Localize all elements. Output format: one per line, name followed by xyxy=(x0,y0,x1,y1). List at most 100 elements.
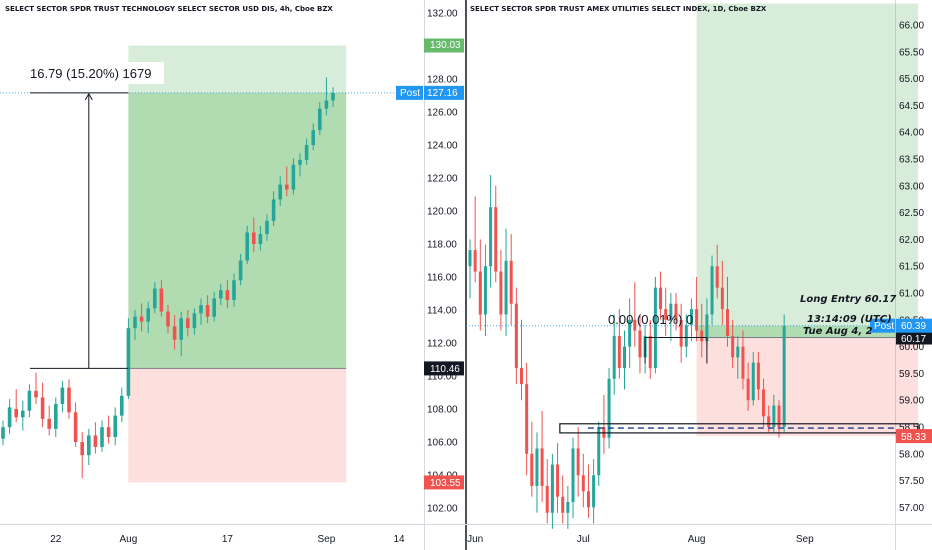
chart2-candle-body xyxy=(499,271,503,315)
chart1-candle-body xyxy=(87,435,91,456)
chart1-y-tick: 108.00 xyxy=(427,405,458,416)
chart2-y-tick: 57.50 xyxy=(899,476,924,487)
chart1-candle-body xyxy=(291,164,296,190)
chart1-target-badge-label: 130.03 xyxy=(430,40,461,51)
chart1-candle-body xyxy=(278,184,282,200)
chart2-candle-body xyxy=(525,384,529,454)
chart1-candle-body xyxy=(304,145,309,160)
chart1-candle-body xyxy=(186,318,190,329)
chart2-candle-body xyxy=(715,266,719,288)
chart1-x-tick: 22 xyxy=(50,534,62,545)
chart1-candle-body xyxy=(80,442,84,456)
chart2-candle-body xyxy=(756,362,760,390)
chart1-candle-body xyxy=(311,130,315,145)
chart2-candle-body xyxy=(581,475,585,492)
chart2-candle-body xyxy=(612,335,616,379)
chart2-y-tick: 64.50 xyxy=(899,101,924,112)
chart2-candle-body xyxy=(592,475,596,508)
chart1-candle-body xyxy=(212,298,216,317)
chart2-profit-fill xyxy=(696,325,919,338)
chart2-candle-body xyxy=(638,330,642,358)
chart1-stop-zone xyxy=(128,368,347,483)
chart2-candle-body xyxy=(695,309,699,331)
chart1-y-tick: 110.00 xyxy=(427,372,457,383)
chart2-candle-body xyxy=(751,362,755,401)
chart2-candle-body xyxy=(762,389,766,417)
chart2-y-tick: 62.00 xyxy=(899,235,924,246)
chart2-last-price-badge xyxy=(896,318,932,333)
chart1-title: SELECT SECTOR SPDR TRUST TECHNOLOGY SELE… xyxy=(5,5,333,13)
chart1-candle-body xyxy=(252,232,256,244)
chart2-candle-body xyxy=(767,416,771,427)
chart1-y-tick: 128.00 xyxy=(427,75,458,86)
chart2-candle-body xyxy=(674,303,678,320)
chart2-candle-body xyxy=(777,405,781,427)
chart2-y-tick: 65.00 xyxy=(899,74,924,85)
chart1-x-tick: 14 xyxy=(393,534,405,545)
chart2-candle-body xyxy=(520,368,523,385)
chart2-candle-body xyxy=(504,260,508,315)
chart2-candle-body xyxy=(509,260,513,304)
chart2-candle-body xyxy=(700,330,704,342)
chart2-candle-body xyxy=(494,207,498,272)
chart1-candle-body xyxy=(40,397,45,419)
chart2-title: SELECT SECTOR SPDR TRUST AMEX UTILITIES … xyxy=(470,5,767,13)
chart1-measure-label: 16.79 (15.20%) 1679 xyxy=(30,66,151,81)
chart1-candle-body xyxy=(265,220,269,235)
chart2-candle-body xyxy=(576,448,580,476)
chart1-target-zone xyxy=(128,45,347,369)
chart1-candle-body xyxy=(1,427,5,439)
chart1-y-tick: 102.00 xyxy=(427,504,458,515)
chart1-profit-fill xyxy=(128,92,347,369)
chart2-candle-body xyxy=(483,266,487,315)
chart1-candle-body xyxy=(159,288,164,312)
chart1-measure-label-bg xyxy=(26,62,164,84)
chart1-candle-body xyxy=(27,390,32,411)
chart2-y-tick: 63.00 xyxy=(899,181,924,192)
chart2-y-tick: 58.00 xyxy=(899,449,924,460)
chart2-candle-body xyxy=(550,464,554,513)
chart1-candle-body xyxy=(298,159,302,165)
chart2-y-tick: 66.00 xyxy=(899,21,924,32)
chart1-post-label: Post xyxy=(400,88,420,99)
chart1-last-price-label: 127.16 xyxy=(427,88,458,99)
chart1-candle-body xyxy=(47,418,51,429)
chart2-candle-body xyxy=(659,287,663,310)
chart2-candle-body xyxy=(540,448,544,486)
chart1-candle-body xyxy=(93,435,98,447)
chart2-candle-body xyxy=(648,335,652,369)
chart2-last-price-label: 60.39 xyxy=(901,321,926,332)
chart1-measure-arrow-head xyxy=(84,92,93,101)
chart1-candle-body xyxy=(258,234,263,244)
chart1-candle-body xyxy=(324,100,329,109)
chart1-candle-body xyxy=(285,184,289,190)
chart1-candle-body xyxy=(172,326,177,340)
chart1-target-badge xyxy=(424,38,464,53)
chart2-candle-body xyxy=(720,287,724,310)
chart2-candle-body xyxy=(468,250,472,267)
chart1-candle-body xyxy=(318,108,322,131)
chart2-candle-body xyxy=(741,346,745,379)
chart2-candle-body xyxy=(545,485,549,513)
chart1-y-tick: 120.00 xyxy=(427,207,458,218)
chart1-candle-body xyxy=(67,387,71,413)
chart2-candle-body xyxy=(736,346,740,358)
chart1-y-tick: 118.00 xyxy=(427,240,457,251)
chart1-y-tick: 132.00 xyxy=(427,9,458,20)
chart2-measure-label: 0.00 (0.01%) 0 xyxy=(608,312,693,327)
chart2-x-tick: Sep xyxy=(796,534,814,545)
chart2-candle-body xyxy=(556,464,560,497)
chart1-candle-body xyxy=(232,280,236,301)
chart1-candle-body xyxy=(166,311,170,327)
chart2-candle-body xyxy=(628,319,632,347)
chart1-candle-body xyxy=(192,313,197,329)
chart1-entry-badge xyxy=(424,361,464,376)
chart1-candle-body xyxy=(34,390,38,398)
chart1-y-tick: 112.00 xyxy=(427,339,457,350)
chart2-candle-body xyxy=(617,335,621,369)
chart2-stop-zone xyxy=(696,337,919,437)
chart2-candle-body xyxy=(571,448,575,503)
chart2-candle-body xyxy=(746,378,750,401)
chart2-stop-badge xyxy=(896,429,932,444)
chart1-candle-body xyxy=(146,308,150,322)
